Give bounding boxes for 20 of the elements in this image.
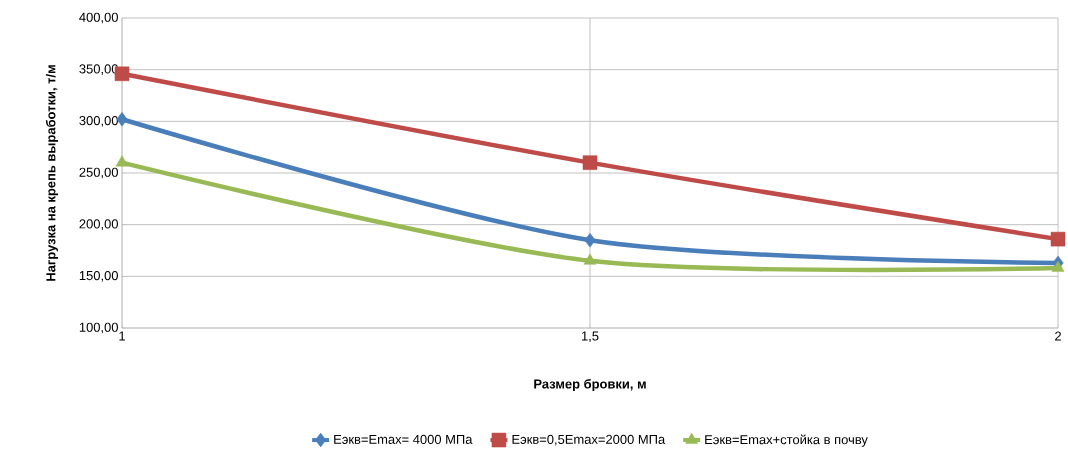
- y-tick-label: 300,00: [79, 115, 118, 127]
- point: [583, 253, 597, 265]
- y-axis-title: Нагрузка на крепь выработки, т/м: [45, 65, 59, 281]
- y-tick-label: 200,00: [79, 219, 118, 231]
- legend-label: Еэкв=0,5Emax=2000 МПа: [512, 434, 666, 446]
- y-tick-label: 100,00: [79, 322, 118, 334]
- point: [584, 232, 596, 248]
- legend-label: Еэкв=Emax+стойка в почву: [705, 434, 868, 447]
- y-tick-label: 150,00: [79, 270, 118, 282]
- point: [1050, 231, 1066, 247]
- y-tick-label: 400,00: [79, 12, 118, 24]
- x-tick-label: 1,5: [581, 331, 599, 343]
- x-axis-title: Размер бровки, м: [534, 378, 646, 392]
- legend-label: Еэкв=Emax= 4000 МПа: [334, 434, 473, 444]
- point: [115, 155, 129, 167]
- x-tick-label: 2: [1055, 331, 1061, 341]
- x-tick-label: 1: [119, 331, 125, 341]
- point: [582, 155, 598, 170]
- y-tick-label: 250,00: [79, 167, 118, 179]
- point: [1051, 260, 1065, 272]
